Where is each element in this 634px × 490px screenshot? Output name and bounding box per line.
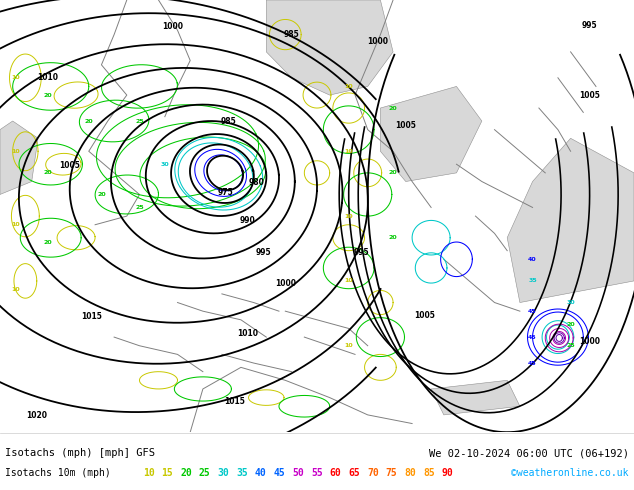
Text: 75: 75: [385, 468, 398, 478]
Text: Isotachs (mph) [mph] GFS: Isotachs (mph) [mph] GFS: [5, 448, 155, 458]
Polygon shape: [0, 121, 38, 195]
Text: 40: 40: [255, 468, 267, 478]
Text: 1015: 1015: [224, 397, 245, 406]
Text: 995: 995: [256, 248, 271, 257]
Text: 45: 45: [528, 361, 537, 366]
Text: 25: 25: [199, 468, 210, 478]
Text: 980: 980: [249, 178, 265, 187]
Text: 995: 995: [354, 248, 369, 257]
Text: 20: 20: [566, 321, 575, 327]
Text: 85: 85: [424, 468, 435, 478]
Text: 10: 10: [11, 287, 20, 292]
Text: 40: 40: [528, 257, 537, 262]
Text: 20: 20: [43, 240, 52, 245]
Text: 975: 975: [217, 188, 233, 197]
Text: 985: 985: [221, 117, 236, 125]
Text: 10: 10: [11, 222, 20, 227]
Text: 1000: 1000: [275, 279, 296, 288]
Text: 25: 25: [566, 343, 575, 348]
Text: 70: 70: [367, 468, 379, 478]
Text: 1005: 1005: [60, 161, 80, 170]
Text: 80: 80: [404, 468, 417, 478]
Text: 60: 60: [330, 468, 342, 478]
Text: 10: 10: [344, 214, 353, 219]
Polygon shape: [380, 86, 482, 181]
Text: 20: 20: [84, 119, 93, 123]
Text: 35: 35: [236, 468, 248, 478]
Text: ©weatheronline.co.uk: ©weatheronline.co.uk: [512, 468, 629, 478]
Polygon shape: [266, 0, 393, 95]
Text: 995: 995: [582, 22, 597, 30]
Text: 1020: 1020: [26, 411, 48, 420]
Polygon shape: [507, 138, 634, 302]
Text: 20: 20: [43, 93, 52, 98]
Text: 45: 45: [528, 335, 537, 340]
Text: We 02-10-2024 06:00 UTC (06+192): We 02-10-2024 06:00 UTC (06+192): [429, 448, 629, 458]
Text: 1000: 1000: [162, 23, 183, 31]
Text: 985: 985: [284, 30, 299, 39]
Text: 10: 10: [11, 75, 20, 80]
Text: 990: 990: [240, 216, 255, 225]
Text: 1010: 1010: [37, 74, 58, 82]
Text: 10: 10: [344, 149, 353, 154]
Text: 1000: 1000: [366, 37, 388, 46]
Text: 1005: 1005: [579, 91, 600, 99]
Text: 15: 15: [161, 468, 173, 478]
Text: 30: 30: [217, 468, 230, 478]
Text: 30: 30: [160, 162, 169, 167]
Text: 10: 10: [344, 84, 353, 89]
Text: 90: 90: [442, 468, 454, 478]
Text: 10: 10: [344, 343, 353, 348]
Text: 25: 25: [135, 119, 144, 123]
Text: 10: 10: [11, 149, 20, 154]
Text: 20: 20: [180, 468, 192, 478]
Text: 45: 45: [528, 309, 537, 314]
Text: 20: 20: [389, 235, 398, 240]
Text: 65: 65: [349, 468, 360, 478]
Text: 25: 25: [135, 205, 144, 210]
Text: 10: 10: [344, 278, 353, 283]
Text: 1010: 1010: [236, 329, 258, 338]
Text: 10: 10: [143, 468, 155, 478]
Text: 1000: 1000: [579, 337, 600, 346]
Polygon shape: [431, 380, 520, 415]
Text: 1015: 1015: [82, 312, 102, 321]
Text: 55: 55: [311, 468, 323, 478]
Text: 20: 20: [389, 105, 398, 111]
Text: 20: 20: [389, 171, 398, 175]
Text: 35: 35: [528, 278, 537, 283]
Text: 45: 45: [273, 468, 285, 478]
Text: 1005: 1005: [415, 311, 435, 320]
Text: 20: 20: [43, 171, 52, 175]
Text: 1005: 1005: [396, 121, 416, 130]
Text: 20: 20: [97, 192, 106, 197]
Text: Isotachs 10m (mph): Isotachs 10m (mph): [5, 468, 111, 478]
Text: 30: 30: [566, 300, 575, 305]
Text: 50: 50: [292, 468, 304, 478]
